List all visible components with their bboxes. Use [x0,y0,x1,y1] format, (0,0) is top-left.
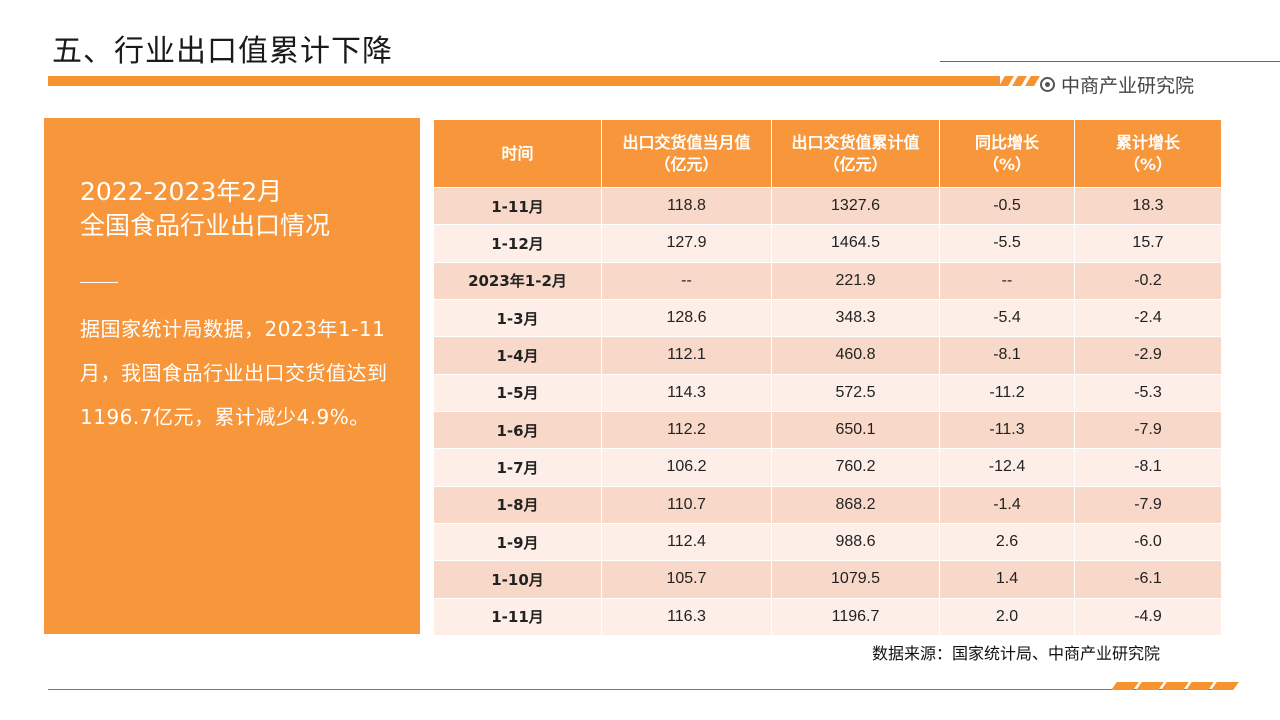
cell-time: 1-5月 [433,373,602,412]
brand-name: 中商产业研究院 [1061,75,1195,97]
header-rule [940,61,1280,62]
cell-time: 1-4月 [433,336,602,375]
cell-monthly-value: 128.6 [601,298,772,338]
page-title: 五、行业出口值累计下降 [52,34,393,69]
cell-yoy-growth: -5.4 [939,298,1075,338]
cell-time: 1-11月 [433,186,602,226]
cell-cumulative-value: 460.8 [771,336,940,375]
table-row: 1-11月 118.8 1327.6 -0.5 18.3 [433,186,1222,226]
cell-time: 1-12月 [433,224,602,263]
table-row: 1-3月 128.6 348.3 -5.4 -2.4 [433,298,1222,338]
cell-time: 1-9月 [433,522,602,562]
cell-time: 2023年1-2月 [433,261,602,300]
cell-time: 1-10月 [433,560,602,599]
cell-monthly-value: 110.7 [601,485,772,524]
brand-circle-icon [1040,77,1055,92]
cell-yoy-growth: 2.0 [939,597,1075,636]
table-row: 1-5月 114.3 572.5 -11.2 -5.3 [433,373,1222,412]
table-row: 1-8月 110.7 868.2 -1.4 -7.9 [433,485,1222,524]
cell-cumulative-value: 348.3 [771,298,940,338]
cell-monthly-value: 114.3 [601,373,772,412]
header-cumulative-value: 出口交货值累计值 （亿元） [771,119,940,188]
cell-yoy-growth: -1.4 [939,485,1075,524]
table-row: 2023年1-2月 -- 221.9 -- -0.2 [433,261,1222,300]
cell-time: 1-8月 [433,485,602,524]
cell-yoy-growth: -11.3 [939,410,1075,450]
cell-monthly-value: 112.2 [601,410,772,450]
cell-cumulative-growth: -7.9 [1074,410,1222,450]
table-row: 1-7月 106.2 760.2 -12.4 -8.1 [433,448,1222,487]
cell-yoy-growth: -- [939,261,1075,300]
cell-time: 1-7月 [433,448,602,487]
header-monthly-value: 出口交货值当月值 （亿元） [601,119,772,188]
header-time: 时间 [433,119,602,188]
panel-heading-period: 2022-2023年2月 [80,177,283,206]
cell-monthly-value: 112.1 [601,336,772,375]
cell-time: 1-11月 [433,597,602,636]
cell-monthly-value: 127.9 [601,224,772,263]
cell-cumulative-growth: 15.7 [1074,224,1222,263]
cell-cumulative-growth: -0.2 [1074,261,1222,300]
cell-time: 1-6月 [433,410,602,450]
cell-cumulative-growth: 18.3 [1074,186,1222,226]
table-header-row: 时间 出口交货值当月值 （亿元） 出口交货值累计值 （亿元） 同比增长 （%） 累计增… [433,119,1222,188]
cell-cumulative-growth: -7.9 [1074,485,1222,524]
header-yoy-growth: 同比增长 （%） [939,119,1075,188]
cell-cumulative-value: 221.9 [771,261,940,300]
table-row: 1-11月 116.3 1196.7 2.0 -4.9 [433,597,1222,636]
panel-body-text: 据国家统计局数据，2023年1-11月，我国食品行业出口交货值达到1196.7亿… [80,317,388,429]
cell-monthly-value: 112.4 [601,522,772,562]
cell-cumulative-value: 1079.5 [771,560,940,599]
data-source-note: 数据来源：国家统计局、中商产业研究院 [872,644,1161,663]
cell-cumulative-value: 650.1 [771,410,940,450]
cell-cumulative-growth: -6.1 [1074,560,1222,599]
export-data-table: 时间 出口交货值当月值 （亿元） 出口交货值累计值 （亿元） 同比增长 （%） 累计增… [433,119,1222,636]
cell-yoy-growth: 2.6 [939,522,1075,562]
cell-yoy-growth: -5.5 [939,224,1075,263]
footer-slash-decoration [1111,682,1239,690]
cell-monthly-value: 106.2 [601,448,772,487]
cell-cumulative-value: 572.5 [771,373,940,412]
table-row: 1-6月 112.2 650.1 -11.3 -7.9 [433,410,1222,450]
cell-cumulative-value: 1196.7 [771,597,940,636]
cell-monthly-value: 105.7 [601,560,772,599]
cell-cumulative-growth: -6.0 [1074,522,1222,562]
table-row: 1-10月 105.7 1079.5 1.4 -6.1 [433,560,1222,599]
cell-cumulative-value: 760.2 [771,448,940,487]
table-row: 1-4月 112.1 460.8 -8.1 -2.9 [433,336,1222,375]
cell-cumulative-value: 868.2 [771,485,940,524]
panel-divider [80,282,118,283]
table-row: 1-9月 112.4 988.6 2.6 -6.0 [433,522,1222,562]
cell-cumulative-growth: -2.9 [1074,336,1222,375]
cell-monthly-value: 118.8 [601,186,772,226]
cell-cumulative-growth: -2.4 [1074,298,1222,338]
summary-panel: 2022-2023年2月 全国食品行业出口情况 据国家统计局数据，2023年1-… [44,118,420,634]
cell-yoy-growth: -8.1 [939,336,1075,375]
cell-yoy-growth: -0.5 [939,186,1075,226]
cell-monthly-value: -- [601,261,772,300]
header-cumulative-growth: 累计增长 （%） [1074,119,1222,188]
cell-cumulative-growth: -4.9 [1074,597,1222,636]
cell-yoy-growth: -12.4 [939,448,1075,487]
cell-time: 1-3月 [433,298,602,338]
footer-rule [48,689,1228,690]
brand-logo: 中商产业研究院 [1040,71,1194,98]
cell-yoy-growth: 1.4 [939,560,1075,599]
cell-cumulative-value: 988.6 [771,522,940,562]
cell-monthly-value: 116.3 [601,597,772,636]
panel-heading-subject: 全国食品行业出口情况 [80,211,331,240]
cell-yoy-growth: -11.2 [939,373,1075,412]
title-underline-bar [48,76,1000,86]
cell-cumulative-growth: -5.3 [1074,373,1222,412]
cell-cumulative-value: 1464.5 [771,224,940,263]
cell-cumulative-value: 1327.6 [771,186,940,226]
cell-cumulative-growth: -8.1 [1074,448,1222,487]
table-row: 1-12月 127.9 1464.5 -5.5 15.7 [433,224,1222,263]
title-slash-decoration [999,76,1040,86]
